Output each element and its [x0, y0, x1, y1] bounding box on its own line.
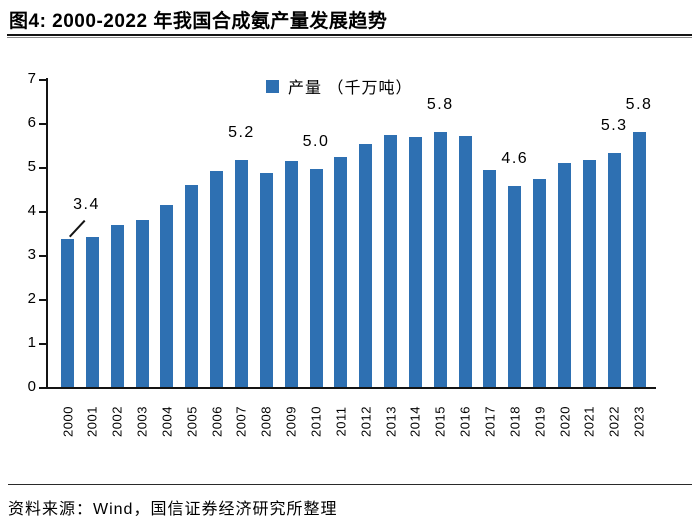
x-tick-label: 2023 [631, 406, 647, 437]
x-tick-label: 2005 [184, 406, 200, 437]
y-axis-line [46, 78, 48, 389]
chart-legend: 产量 （千万吨） [266, 74, 412, 98]
x-tick-label: 2016 [457, 406, 473, 437]
x-tick-label: 2009 [283, 406, 299, 437]
bar-2000 [61, 239, 74, 387]
x-axis-line [46, 387, 656, 389]
x-tick-label: 2010 [308, 406, 324, 437]
x-tick-label: 2014 [407, 406, 423, 437]
data-label-2010: 5.0 [302, 133, 330, 150]
bar-2021 [582, 160, 596, 387]
bar-2017 [483, 170, 497, 387]
legend-swatch-icon [266, 80, 279, 93]
x-tick-label: 2002 [109, 406, 125, 437]
bar-2002 [110, 225, 124, 387]
bar-2019 [533, 179, 547, 387]
data-label-2000: 3.4 [73, 196, 100, 213]
x-tick-label: 2015 [432, 406, 448, 437]
bar-2013 [384, 135, 398, 387]
y-tick [39, 298, 46, 301]
y-tick [39, 210, 46, 213]
figure-title: 图4: 2000-2022 年我国合成氨产量发展趋势 [9, 11, 388, 32]
bar-2014 [408, 137, 422, 387]
x-tick-label: 2006 [209, 406, 225, 437]
y-tick-label: 5 [27, 158, 36, 175]
bar-2020 [558, 163, 571, 387]
bar-2008 [259, 173, 273, 387]
x-tick-label: 2007 [233, 406, 249, 437]
x-tick-label: 2004 [159, 406, 175, 437]
x-tick-label: 2021 [581, 406, 597, 437]
source-note: 资料来源：Wind，国信证券经济研究所整理 [8, 501, 338, 518]
bar-2003 [135, 220, 149, 387]
footer-divider [8, 484, 692, 485]
y-tick [39, 386, 46, 389]
bar-2023 [632, 132, 646, 387]
bar-2018 [508, 186, 522, 387]
legend-label: 产量 （千万吨） [288, 80, 413, 97]
y-tick [39, 78, 46, 81]
x-tick-label: 2001 [84, 406, 100, 437]
y-tick [39, 342, 46, 345]
bar-2007 [234, 160, 248, 387]
x-tick-label: 2012 [358, 406, 374, 437]
bar-2015 [433, 132, 447, 387]
data-label-2007: 5.2 [228, 124, 255, 141]
x-tick-label: 2013 [383, 406, 399, 437]
y-tick-label: 2 [27, 290, 36, 307]
bar-2009 [284, 161, 298, 387]
x-tick-label: 2008 [258, 406, 274, 437]
x-tick-label: 2003 [134, 406, 150, 437]
data-label-2018: 4.6 [501, 150, 529, 167]
bar-2005 [185, 185, 199, 387]
data-label-2015: 5.8 [426, 96, 454, 113]
y-tick-label: 6 [27, 114, 36, 131]
data-label-2022: 5.3 [600, 117, 628, 134]
bar-2010 [309, 169, 323, 387]
x-tick-label: 2017 [482, 406, 498, 437]
bar-2001 [85, 237, 99, 387]
y-tick [39, 166, 46, 169]
y-tick [39, 122, 46, 125]
y-tick-label: 3 [27, 246, 36, 263]
bar-2012 [359, 144, 373, 387]
x-tick-label: 2011 [333, 406, 349, 437]
bar-2016 [458, 136, 472, 387]
leader-line [69, 219, 86, 238]
x-tick-label: 2000 [60, 406, 75, 437]
ammonia-production-bar-chart: 产量 （千万吨） 0 1 2 3 4 5 6 7 2000 2001 2002 2003 2004 200… [0, 44, 700, 474]
bar-2004 [160, 205, 174, 387]
y-tick-label: 1 [27, 334, 36, 351]
bar-2006 [210, 171, 224, 387]
plot-area: 0 1 2 3 4 5 6 7 2000 2001 2002 2003 2004 2005 2006 2007… [0, 44, 700, 474]
x-tick-label: 2019 [532, 406, 548, 437]
bar-2011 [334, 157, 348, 387]
y-tick-label: 4 [27, 202, 36, 219]
x-tick-label: 2018 [507, 406, 523, 437]
y-tick-label: 7 [27, 70, 36, 87]
x-tick-label: 2022 [606, 406, 622, 437]
y-tick [39, 254, 46, 257]
y-tick-label: 0 [27, 378, 36, 395]
data-label-2023: 5.8 [625, 96, 653, 113]
bar-2022 [607, 153, 621, 387]
x-tick-label: 2020 [557, 406, 572, 437]
title-divider [7, 34, 692, 38]
